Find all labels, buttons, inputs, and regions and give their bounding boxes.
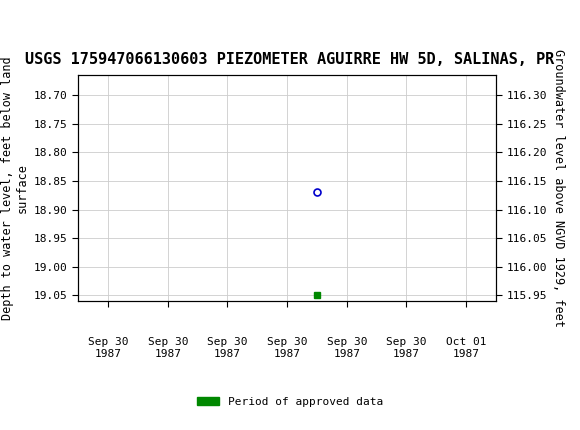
Text: Sep 30
1987: Sep 30 1987 — [267, 337, 307, 359]
Y-axis label: Groundwater level above NGVD 1929, feet: Groundwater level above NGVD 1929, feet — [552, 49, 566, 327]
Text: USGS 175947066130603 PIEZOMETER AGUIRRE HW 5D, SALINAS, PR: USGS 175947066130603 PIEZOMETER AGUIRRE … — [26, 52, 554, 67]
Text: Sep 30
1987: Sep 30 1987 — [88, 337, 128, 359]
Text: Sep 30
1987: Sep 30 1987 — [386, 337, 427, 359]
Text: Oct 01
1987: Oct 01 1987 — [446, 337, 486, 359]
Text: Sep 30
1987: Sep 30 1987 — [327, 337, 367, 359]
Text: Sep 30
1987: Sep 30 1987 — [147, 337, 188, 359]
Text: Sep 30
1987: Sep 30 1987 — [207, 337, 248, 359]
Y-axis label: Depth to water level, feet below land
surface: Depth to water level, feet below land su… — [1, 56, 28, 320]
Legend: Period of approved data: Period of approved data — [193, 393, 387, 412]
Text: USGS: USGS — [42, 12, 106, 32]
